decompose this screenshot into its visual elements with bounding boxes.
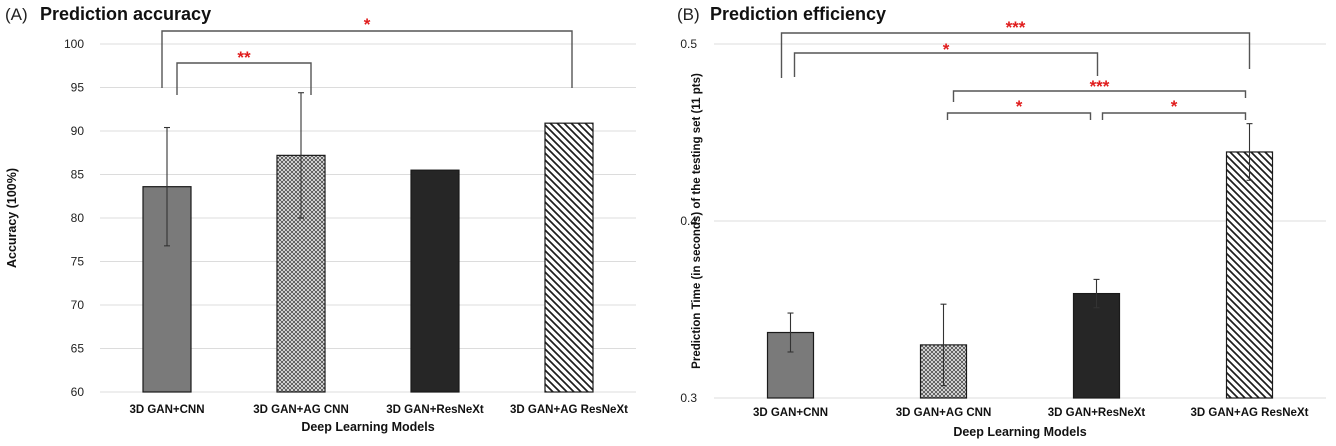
y-tick-label: 0.4 xyxy=(680,214,697,228)
significance-bracket xyxy=(946,112,1092,120)
y-tick-label: 65 xyxy=(71,342,85,356)
significance-bracket xyxy=(780,32,1251,78)
chart-title: Prediction efficiency xyxy=(710,4,886,24)
x-category-label: 3D GAN+AG ResNeXt xyxy=(1191,407,1309,419)
significance-bracket xyxy=(161,30,573,88)
bar xyxy=(410,169,460,393)
panel-label: (B) xyxy=(677,5,700,24)
significance-bracket xyxy=(176,62,312,95)
y-tick-label: 75 xyxy=(71,255,85,269)
x-axis-title: Deep Learning Models xyxy=(301,420,434,434)
y-tick-label: 60 xyxy=(71,385,85,399)
y-tick-label: 85 xyxy=(71,168,85,182)
panel-b-efficiency-chart: 0.3 0.4 0.5 3D GAN+CNN 3D GAN+AG CNN 3D GAN+R… xyxy=(677,4,1326,439)
significance-marker: ** xyxy=(237,48,251,67)
significance-bracket xyxy=(793,52,1099,77)
x-category-label: 3D GAN+CNN xyxy=(753,407,828,419)
y-tick-label: 0.3 xyxy=(680,391,697,405)
y-tick-label: 100 xyxy=(64,37,84,51)
x-axis-title: Deep Learning Models xyxy=(953,425,1086,439)
x-category-label: 3D GAN+CNN xyxy=(129,404,204,416)
significance-marker: * xyxy=(943,40,950,59)
x-category-label: 3D GAN+AG ResNeXt xyxy=(510,404,628,416)
significance-marker: *** xyxy=(1006,18,1026,37)
bar xyxy=(1072,292,1121,399)
y-axis-title: Accuracy (100%) xyxy=(5,168,19,268)
bar xyxy=(544,122,594,393)
panel-label: (A) xyxy=(5,5,28,24)
panel-a-accuracy-chart: 60 65 70 75 80 85 90 95 100 3D GAN+CNN 3D GAN+AG C… xyxy=(5,4,636,434)
significance-marker: * xyxy=(1016,97,1023,116)
chart-title: Prediction accuracy xyxy=(40,4,211,24)
significance-marker: * xyxy=(364,15,371,34)
significance-marker: * xyxy=(1171,97,1178,116)
x-category-label: 3D GAN+ResNeXt xyxy=(1048,407,1146,419)
y-axis-title: Prediction Time (in seconds) of the test… xyxy=(691,73,703,369)
y-tick-label: 95 xyxy=(71,81,85,95)
y-tick-label: 90 xyxy=(71,124,85,138)
y-tick-label: 70 xyxy=(71,298,85,312)
significance-bracket xyxy=(952,90,1247,102)
significance-bracket xyxy=(1101,112,1247,120)
y-tick-label: 0.5 xyxy=(680,37,697,51)
x-category-label: 3D GAN+ResNeXt xyxy=(386,404,484,416)
x-category-label: 3D GAN+AG CNN xyxy=(253,404,349,416)
bar xyxy=(1225,151,1274,399)
x-category-label: 3D GAN+AG CNN xyxy=(896,407,992,419)
significance-marker: *** xyxy=(1090,77,1110,96)
y-tick-label: 80 xyxy=(71,211,85,225)
